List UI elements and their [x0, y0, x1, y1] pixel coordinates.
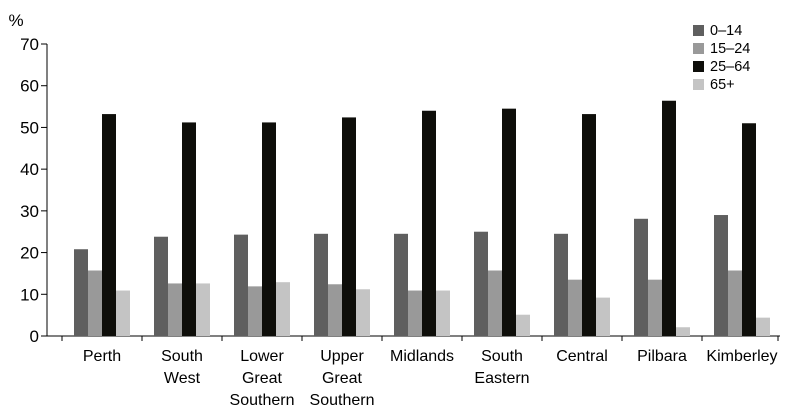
bar-15–24-6: [568, 279, 582, 336]
y-tick-label: 10: [20, 285, 39, 304]
y-tick-label: 40: [20, 160, 39, 179]
x-category-label: Central: [556, 348, 608, 365]
bar-0–14-5: [474, 231, 488, 336]
bar-65+-4: [436, 290, 450, 336]
x-category-label-line: Central: [556, 348, 608, 365]
legend-swatch: [693, 25, 704, 36]
x-category-label: Lower Great Southern: [230, 348, 295, 409]
y-tick-label: 0: [30, 327, 39, 346]
legend-label: 25–64: [710, 59, 750, 75]
y-tick-label: 60: [20, 77, 39, 96]
x-category-label-line: Southern: [310, 392, 375, 409]
x-category-label: South West: [161, 348, 203, 387]
x-category-label-line: South: [481, 348, 523, 365]
bar-25–64-7: [662, 100, 676, 336]
x-category-label: Upper Great Southern: [310, 348, 375, 409]
x-category-label-line: Great: [242, 370, 283, 387]
bar-0–14-8: [714, 215, 728, 336]
bar-25–64-1: [182, 122, 196, 337]
legend-swatch: [693, 79, 704, 90]
x-category-label-line: Upper: [320, 348, 364, 365]
y-tick-label: 50: [20, 118, 39, 137]
bar-65+-0: [116, 290, 130, 336]
x-category-label-line: West: [164, 370, 201, 387]
bar-25–64-6: [582, 114, 596, 336]
x-category-label-line: Kimberley: [706, 348, 777, 365]
x-category-label-line: Midlands: [390, 348, 454, 365]
bar-0–14-2: [234, 234, 248, 336]
bar-65+-6: [596, 297, 610, 336]
bar-15–24-2: [248, 286, 262, 336]
x-category-label: South Eastern: [474, 348, 529, 387]
legend-label: 15–24: [710, 41, 750, 57]
x-category-label: Perth: [83, 348, 121, 365]
bar-65+-5: [516, 314, 530, 336]
y-tick-label: 20: [20, 244, 39, 263]
legend-swatch: [693, 43, 704, 54]
bar-15–24-4: [408, 290, 422, 336]
bar-25–64-4: [422, 110, 436, 336]
x-category-label-line: Lower: [240, 348, 284, 365]
x-category-label: Midlands: [390, 348, 454, 365]
bar-0–14-1: [154, 236, 168, 336]
bar-15–24-3: [328, 284, 342, 336]
bar-0–14-0: [74, 249, 88, 336]
bar-0–14-4: [394, 233, 408, 336]
bar-65+-7: [676, 327, 690, 336]
bar-0–14-3: [314, 233, 328, 336]
bar-65+-1: [196, 283, 210, 336]
legend-label: 65+: [710, 77, 735, 93]
x-category-label-line: South: [161, 348, 203, 365]
bar-0–14-7: [634, 218, 648, 336]
x-category-label-line: Eastern: [474, 370, 529, 387]
y-tick-label: 70: [20, 35, 39, 54]
legend-swatch: [693, 61, 704, 72]
bar-15–24-7: [648, 279, 662, 336]
bar-15–24-8: [728, 270, 742, 336]
bar-15–24-0: [88, 270, 102, 336]
y-axis-unit-label: %: [8, 11, 23, 30]
x-category-label-line: Pilbara: [637, 348, 687, 365]
bar-65+-2: [276, 282, 290, 336]
x-category-label-line: Southern: [230, 392, 295, 409]
bar-0–14-6: [554, 233, 568, 336]
x-category-label-line: Great: [322, 370, 363, 387]
bar-15–24-5: [488, 270, 502, 336]
bar-25–64-2: [262, 122, 276, 337]
legend-label: 0–14: [710, 23, 742, 39]
y-tick-label: 30: [20, 202, 39, 221]
bar-65+-8: [756, 317, 770, 336]
x-category-label: Kimberley: [706, 348, 777, 365]
x-category-label-line: Perth: [83, 348, 121, 365]
bar-25–64-5: [502, 108, 516, 337]
bar-25–64-8: [742, 123, 756, 336]
bar-25–64-0: [102, 114, 116, 336]
x-category-label: Pilbara: [637, 348, 687, 365]
bar-15–24-1: [168, 283, 182, 336]
bar-65+-3: [356, 289, 370, 336]
bar-25–64-3: [342, 117, 356, 336]
